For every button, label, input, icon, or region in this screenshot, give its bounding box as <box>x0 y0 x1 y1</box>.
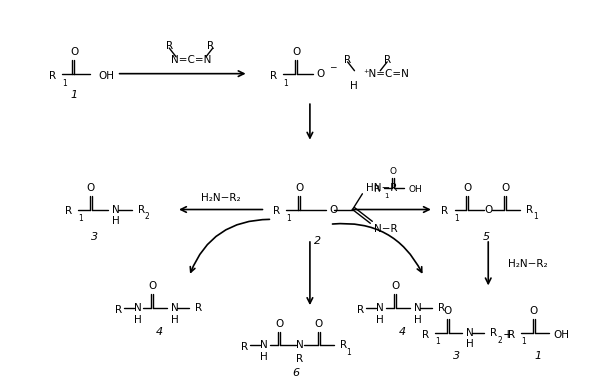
Text: O: O <box>317 69 325 79</box>
Text: O: O <box>530 306 538 316</box>
Text: N−R: N−R <box>374 224 398 234</box>
Text: R: R <box>195 303 202 313</box>
Text: R: R <box>383 55 391 65</box>
Text: R: R <box>373 185 379 194</box>
Text: R: R <box>49 71 56 81</box>
Text: ⁺N=C=N: ⁺N=C=N <box>364 69 409 79</box>
Text: 3: 3 <box>91 232 98 242</box>
Text: R: R <box>65 207 72 217</box>
Text: R: R <box>438 303 445 313</box>
Text: R: R <box>296 354 304 364</box>
Text: R: R <box>344 55 351 65</box>
Text: R: R <box>340 340 347 350</box>
Text: 1: 1 <box>521 337 526 346</box>
Text: 4: 4 <box>398 327 406 337</box>
Text: OH: OH <box>554 330 569 340</box>
Text: O: O <box>275 319 283 329</box>
Text: R: R <box>241 342 248 352</box>
Text: 1: 1 <box>534 351 541 361</box>
Text: O: O <box>501 183 509 193</box>
Text: H: H <box>466 339 474 350</box>
Text: 3: 3 <box>453 351 460 361</box>
Text: N: N <box>112 204 119 215</box>
Text: N: N <box>466 328 474 338</box>
Text: R: R <box>115 305 122 315</box>
Text: 1: 1 <box>71 90 77 100</box>
Text: 1: 1 <box>384 193 389 199</box>
Text: 1: 1 <box>435 337 439 346</box>
Text: O: O <box>87 183 95 193</box>
Text: 1: 1 <box>533 212 538 222</box>
Text: N=C=N: N=C=N <box>171 55 211 65</box>
Text: O: O <box>484 204 493 215</box>
Text: HN−R: HN−R <box>367 183 398 193</box>
Text: H: H <box>134 315 142 325</box>
Text: O: O <box>391 281 399 291</box>
Text: O: O <box>329 204 338 215</box>
Text: R: R <box>273 207 280 217</box>
Text: H₂N−R₂: H₂N−R₂ <box>508 259 548 269</box>
Text: H: H <box>350 81 358 91</box>
Text: H: H <box>414 315 422 325</box>
Text: 2: 2 <box>145 212 149 222</box>
Text: 1: 1 <box>62 79 67 87</box>
Text: O: O <box>314 319 323 329</box>
Text: 1: 1 <box>78 214 83 223</box>
Text: +: + <box>503 328 514 341</box>
Text: N: N <box>134 303 142 313</box>
Text: R: R <box>490 328 497 338</box>
Text: O: O <box>292 47 300 57</box>
Text: 1: 1 <box>283 79 288 87</box>
Text: N: N <box>171 303 179 313</box>
Text: OH: OH <box>98 71 114 81</box>
Text: OH: OH <box>409 185 423 194</box>
Text: R: R <box>526 204 533 215</box>
Text: H: H <box>112 216 119 226</box>
Text: R: R <box>422 330 429 340</box>
Text: O: O <box>70 47 78 57</box>
Text: R: R <box>508 330 515 340</box>
Text: 1: 1 <box>286 214 291 223</box>
Text: N: N <box>296 340 304 350</box>
Text: H: H <box>260 352 268 362</box>
Text: 1: 1 <box>455 214 460 223</box>
Text: −: − <box>329 62 336 71</box>
Text: R: R <box>357 305 364 315</box>
Text: H: H <box>171 315 179 325</box>
Text: 6: 6 <box>292 368 299 378</box>
Text: R: R <box>137 204 145 215</box>
Text: 4: 4 <box>156 327 163 337</box>
Text: O: O <box>443 306 452 316</box>
Text: 5: 5 <box>482 232 490 242</box>
Text: O: O <box>295 183 303 193</box>
Text: R: R <box>442 207 449 217</box>
Text: R: R <box>270 71 277 81</box>
Text: 2: 2 <box>314 236 322 246</box>
Text: H₂N−R₂: H₂N−R₂ <box>201 193 241 203</box>
Text: N: N <box>414 303 422 313</box>
Text: O: O <box>463 183 472 193</box>
Text: R: R <box>207 41 214 51</box>
Text: H: H <box>376 315 384 325</box>
Text: N: N <box>376 303 384 313</box>
Text: N: N <box>260 340 268 350</box>
Text: 2: 2 <box>497 335 502 345</box>
Text: O: O <box>389 167 397 176</box>
Text: R: R <box>166 41 173 51</box>
Text: O: O <box>148 281 157 291</box>
Text: 1: 1 <box>347 348 352 357</box>
